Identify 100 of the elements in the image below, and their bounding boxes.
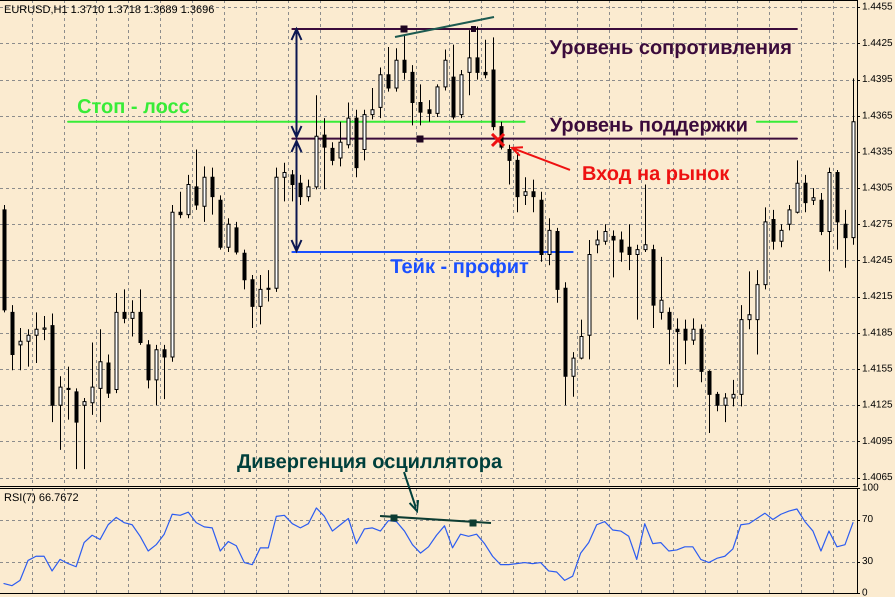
candlestick (780, 224, 784, 248)
candlestick (106, 354, 110, 398)
series-label: Стоп - лосс (77, 96, 190, 118)
candlestick (652, 244, 656, 329)
y-tick-label: 1.4095 (862, 436, 894, 447)
candlestick (234, 221, 238, 255)
candlestick (580, 319, 584, 360)
y-tick-label: 0 (862, 588, 868, 597)
candlestick (692, 318, 696, 346)
candlestick (804, 174, 808, 213)
y-tick-label: 1.4455 (862, 2, 894, 13)
candlestick (410, 64, 414, 126)
candlestick (74, 388, 78, 470)
candlestick (484, 39, 488, 79)
candlestick (354, 109, 358, 178)
candlestick (508, 144, 512, 186)
candlestick (588, 239, 592, 360)
candlestick (492, 36, 496, 131)
candlestick (266, 270, 270, 302)
candlestick (242, 249, 246, 290)
candlestick (170, 204, 174, 362)
candlestick (468, 30, 472, 96)
annotation: Вход на рынок (582, 162, 730, 185)
candlestick (10, 304, 14, 371)
candlestick (644, 184, 648, 253)
candlestick (282, 162, 286, 202)
y-tick-label: 1.4155 (862, 364, 894, 375)
y-tick-label: 1.4065 (862, 472, 894, 484)
candlestick (218, 194, 222, 250)
candlestick (114, 292, 118, 394)
candlestick (548, 218, 552, 266)
candlestick (772, 209, 776, 250)
candlestick (428, 100, 432, 122)
candlestick (620, 231, 624, 262)
candlestick (42, 315, 46, 341)
y-tick-label: 30 (862, 556, 874, 567)
candlestick (716, 391, 720, 412)
series-label: Уровень сопротивления (550, 36, 792, 59)
candlestick (628, 224, 632, 271)
candlestick (66, 366, 70, 420)
candlestick (122, 288, 126, 324)
candlestick (540, 191, 544, 262)
candlestick (596, 230, 600, 254)
candlestick (306, 179, 310, 202)
y-tick-label: 1.4305 (862, 182, 894, 194)
candlestick (194, 149, 198, 210)
candlestick (668, 307, 672, 365)
candlestick (130, 300, 134, 337)
series-label: Тейк - профит (390, 256, 530, 278)
candlestick (572, 352, 576, 398)
candlestick (394, 48, 398, 92)
candlestick (178, 191, 182, 219)
candlestick (82, 397, 86, 470)
candlestick (418, 84, 422, 126)
candlestick (724, 392, 728, 423)
candlestick (314, 94, 318, 190)
candlestick (274, 167, 278, 292)
y-tick-label: 1.4335 (862, 146, 894, 158)
candlestick (138, 288, 142, 346)
candlestick (708, 370, 712, 434)
candlestick (748, 270, 752, 330)
candlestick (50, 313, 54, 423)
candlestick (828, 167, 832, 272)
candlestick (346, 102, 350, 149)
candlestick (732, 379, 736, 407)
y-tick-label: 1.4125 (862, 400, 894, 411)
candlestick (460, 69, 464, 119)
y-tick-label: 70 (862, 514, 874, 525)
candlestick (436, 84, 440, 118)
candlestick (532, 179, 536, 213)
series-label: Уровень поддержки (550, 114, 748, 137)
candlestick (836, 170, 840, 250)
candlestick (386, 46, 390, 92)
candlestick (370, 88, 374, 120)
y-tick-label: 1.4395 (862, 74, 894, 86)
candlestick (612, 230, 616, 278)
y-tick-label: 1.4365 (862, 110, 894, 122)
candlestick (258, 274, 262, 325)
candlestick (154, 344, 158, 406)
candlestick (330, 142, 334, 166)
candlestick (226, 218, 230, 253)
candlestick (210, 167, 214, 216)
y-tick-label: 100 (862, 482, 880, 494)
candlestick (362, 109, 366, 161)
candlestick (812, 188, 816, 206)
candlestick (820, 192, 824, 236)
candlestick (444, 48, 448, 91)
candlestick (98, 328, 102, 423)
candlestick (788, 204, 792, 231)
candlestick (322, 118, 326, 190)
candlestick (556, 227, 560, 304)
candlestick (756, 270, 760, 356)
candlestick (636, 244, 640, 320)
y-tick-label: 1.4275 (862, 218, 894, 230)
candlestick (338, 121, 342, 167)
candlestick (764, 206, 768, 290)
y-tick-label: 1.4185 (862, 327, 894, 338)
candlestick (250, 274, 254, 329)
candlestick (700, 324, 704, 383)
candlestick (604, 224, 608, 246)
